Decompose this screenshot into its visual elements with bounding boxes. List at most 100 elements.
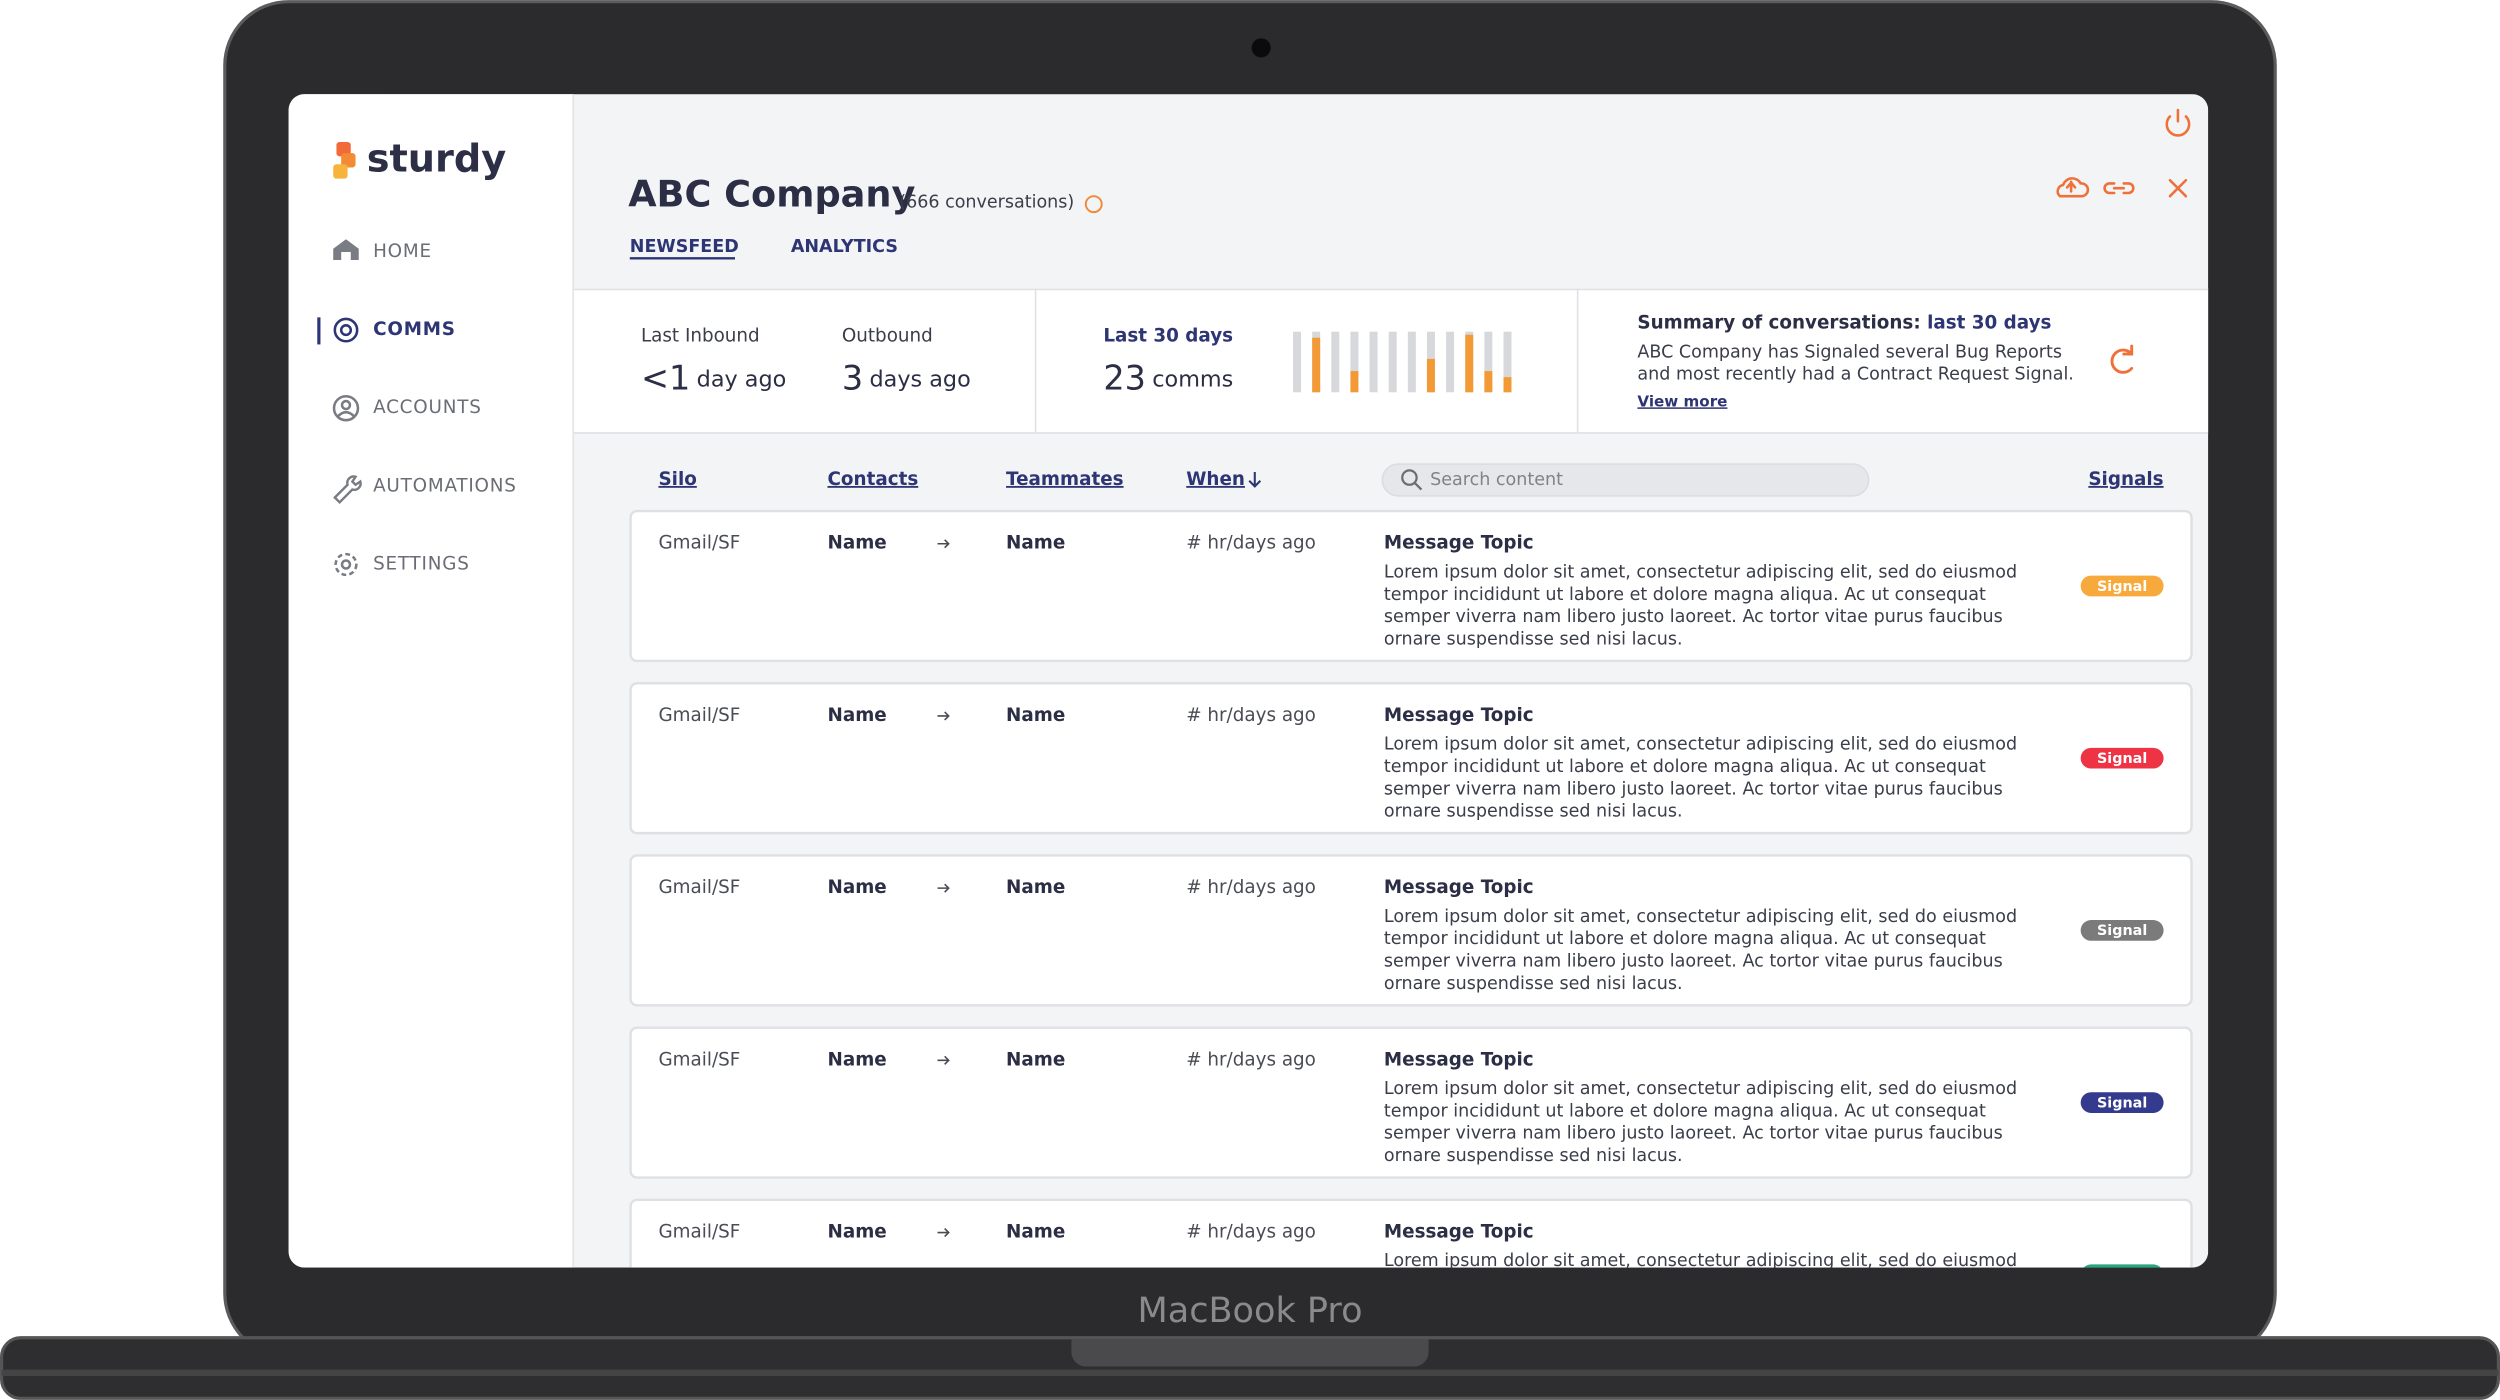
nav-item[interactable]: SETTINGS [373, 553, 470, 574]
activity-track [1369, 331, 1378, 393]
conversation-count: (666 conversations) [899, 193, 1074, 213]
comms-icon [333, 317, 359, 343]
activity-track [1503, 331, 1512, 393]
message-body: Lorem ipsum dolor sit amet, consectetur … [1384, 735, 2017, 755]
signal-pill[interactable] [2080, 1092, 2164, 1113]
accounts-icon [332, 394, 360, 422]
message-topic: Message Topic [1384, 1222, 1534, 1243]
summary-part: Summary of conversations: [1637, 313, 1920, 334]
arrow [937, 1055, 950, 1065]
message-topic: Message Topic [1384, 533, 1534, 554]
power-icon[interactable] [2165, 108, 2191, 137]
search-icon [1401, 469, 1418, 486]
silo: Gmail/SF [658, 1222, 740, 1243]
signal-label: Signal [2097, 1095, 2147, 1111]
message-body: tempor incididunt ut labore et dolore ma… [1384, 1101, 1986, 1121]
activity-bar [1312, 337, 1321, 393]
activity-bar [1426, 358, 1435, 393]
summary-part: last 30 days [1927, 313, 2051, 334]
info-icon[interactable] [1084, 195, 1103, 214]
signals-header[interactable]: Signals [2088, 469, 2163, 490]
summary-line: ABC Company has Signaled several Bug Rep… [1637, 342, 2062, 362]
nav-item[interactable]: AUTOMATIONS [373, 475, 517, 496]
activity-bar [1503, 377, 1512, 393]
device-label: MacBook Pro [1137, 1290, 1362, 1331]
stat-value: <1 day ago [641, 358, 786, 397]
settings-icon [334, 552, 358, 577]
arrow [937, 883, 950, 893]
stat-label: Last 30 days [1103, 325, 1233, 346]
teammate-name: Name [1006, 1222, 1065, 1243]
message-body: Lorem ipsum dolor sit amet, consectetur … [1384, 1079, 2017, 1099]
stat-value: 23 comms [1103, 358, 1233, 397]
tab-newsfeed[interactable]: NEWSFEED [630, 237, 739, 257]
message-body: Lorem ipsum dolor sit amet, consectetur … [1384, 1251, 2017, 1271]
contact-name: Name [827, 705, 886, 726]
nav-item[interactable]: ACCOUNTS [373, 397, 482, 418]
screen: sturdy ABC Company (666 conversations) N… [288, 94, 2209, 1350]
stat-unit: days ago [870, 366, 971, 392]
activity-track [1350, 331, 1359, 393]
message-body: Lorem ipsum dolor sit amet, consectetur … [1384, 562, 2017, 582]
activity-track [1446, 331, 1455, 393]
signal-pill[interactable] [2080, 920, 2164, 941]
nav-item[interactable]: HOME [373, 241, 432, 262]
upload-icon[interactable] [2056, 177, 2090, 198]
arrow [937, 1227, 950, 1238]
column-header[interactable]: Contacts [827, 469, 918, 490]
company-title: ABC Company [628, 173, 915, 216]
message-body: semper viverra nam libero justo laoreet.… [1384, 779, 2003, 799]
activity-track [1293, 331, 1302, 393]
column-header[interactable]: When [1186, 469, 1245, 490]
conversation-card[interactable] [629, 854, 2193, 1007]
column-header[interactable]: Silo [658, 469, 696, 490]
signal-pill[interactable] [2080, 575, 2164, 597]
when: # hr/days ago [1186, 533, 1316, 554]
teammate-name: Name [1006, 877, 1065, 898]
logo-text: sturdy [367, 137, 507, 182]
automations-icon [333, 475, 362, 504]
home-icon [333, 239, 359, 260]
when: # hr/days ago [1186, 705, 1316, 726]
message-body: tempor incididunt ut labore et dolore ma… [1384, 929, 1986, 949]
column-header[interactable]: Teammates [1006, 469, 1124, 490]
signal-label: Signal [2097, 579, 2147, 595]
message-body: semper viverra nam libero justo laoreet.… [1384, 951, 2003, 971]
message-topic: Message Topic [1384, 877, 1534, 898]
signal-label: Signal [2097, 751, 2147, 767]
message-topic: Message Topic [1384, 705, 1534, 726]
silo: Gmail/SF [658, 533, 740, 554]
sort-arrow [1248, 472, 1262, 488]
message-body: ornare suspendisse sed nisi lacus. [1384, 629, 1683, 649]
activity-track [1407, 331, 1416, 393]
search-box[interactable] [1381, 463, 1870, 497]
refresh-icon[interactable] [2110, 344, 2134, 374]
activity-track [1484, 331, 1493, 393]
conversation-card[interactable] [629, 682, 2193, 835]
tab-analytics[interactable]: ANALYTICS [791, 237, 898, 257]
link-icon[interactable] [2103, 182, 2135, 195]
conversation-list: Gmail/SF Name Name # hr/days ago Message Top… [629, 509, 2193, 1350]
search-icon-handle [1414, 482, 1423, 491]
activity-track [1388, 331, 1397, 393]
stat-label: Last Inbound [641, 325, 760, 346]
message-body: Lorem ipsum dolor sit amet, consectetur … [1384, 907, 2017, 927]
silo: Gmail/SF [658, 705, 740, 726]
activity-bar [1484, 371, 1493, 393]
view-more-link[interactable]: View more [1637, 392, 1727, 410]
sidebar [288, 94, 574, 1268]
contact-name: Name [827, 1049, 886, 1070]
stat-unit: day ago [697, 366, 787, 392]
silo: Gmail/SF [658, 877, 740, 898]
conversation-card[interactable] [629, 1026, 2193, 1179]
message-body: ornare suspendisse sed nisi lacus. [1384, 1146, 1683, 1166]
stat-value: 3 days ago [842, 358, 971, 397]
signal-pill[interactable] [2080, 747, 2164, 769]
conversation-card[interactable] [629, 509, 2193, 663]
close-icon[interactable] [2168, 178, 2188, 198]
conversation-card[interactable] [629, 1198, 2193, 1350]
nav-item[interactable]: COMMS [373, 319, 456, 340]
when: # hr/days ago [1186, 877, 1316, 898]
stat-number: 3 [842, 358, 863, 397]
